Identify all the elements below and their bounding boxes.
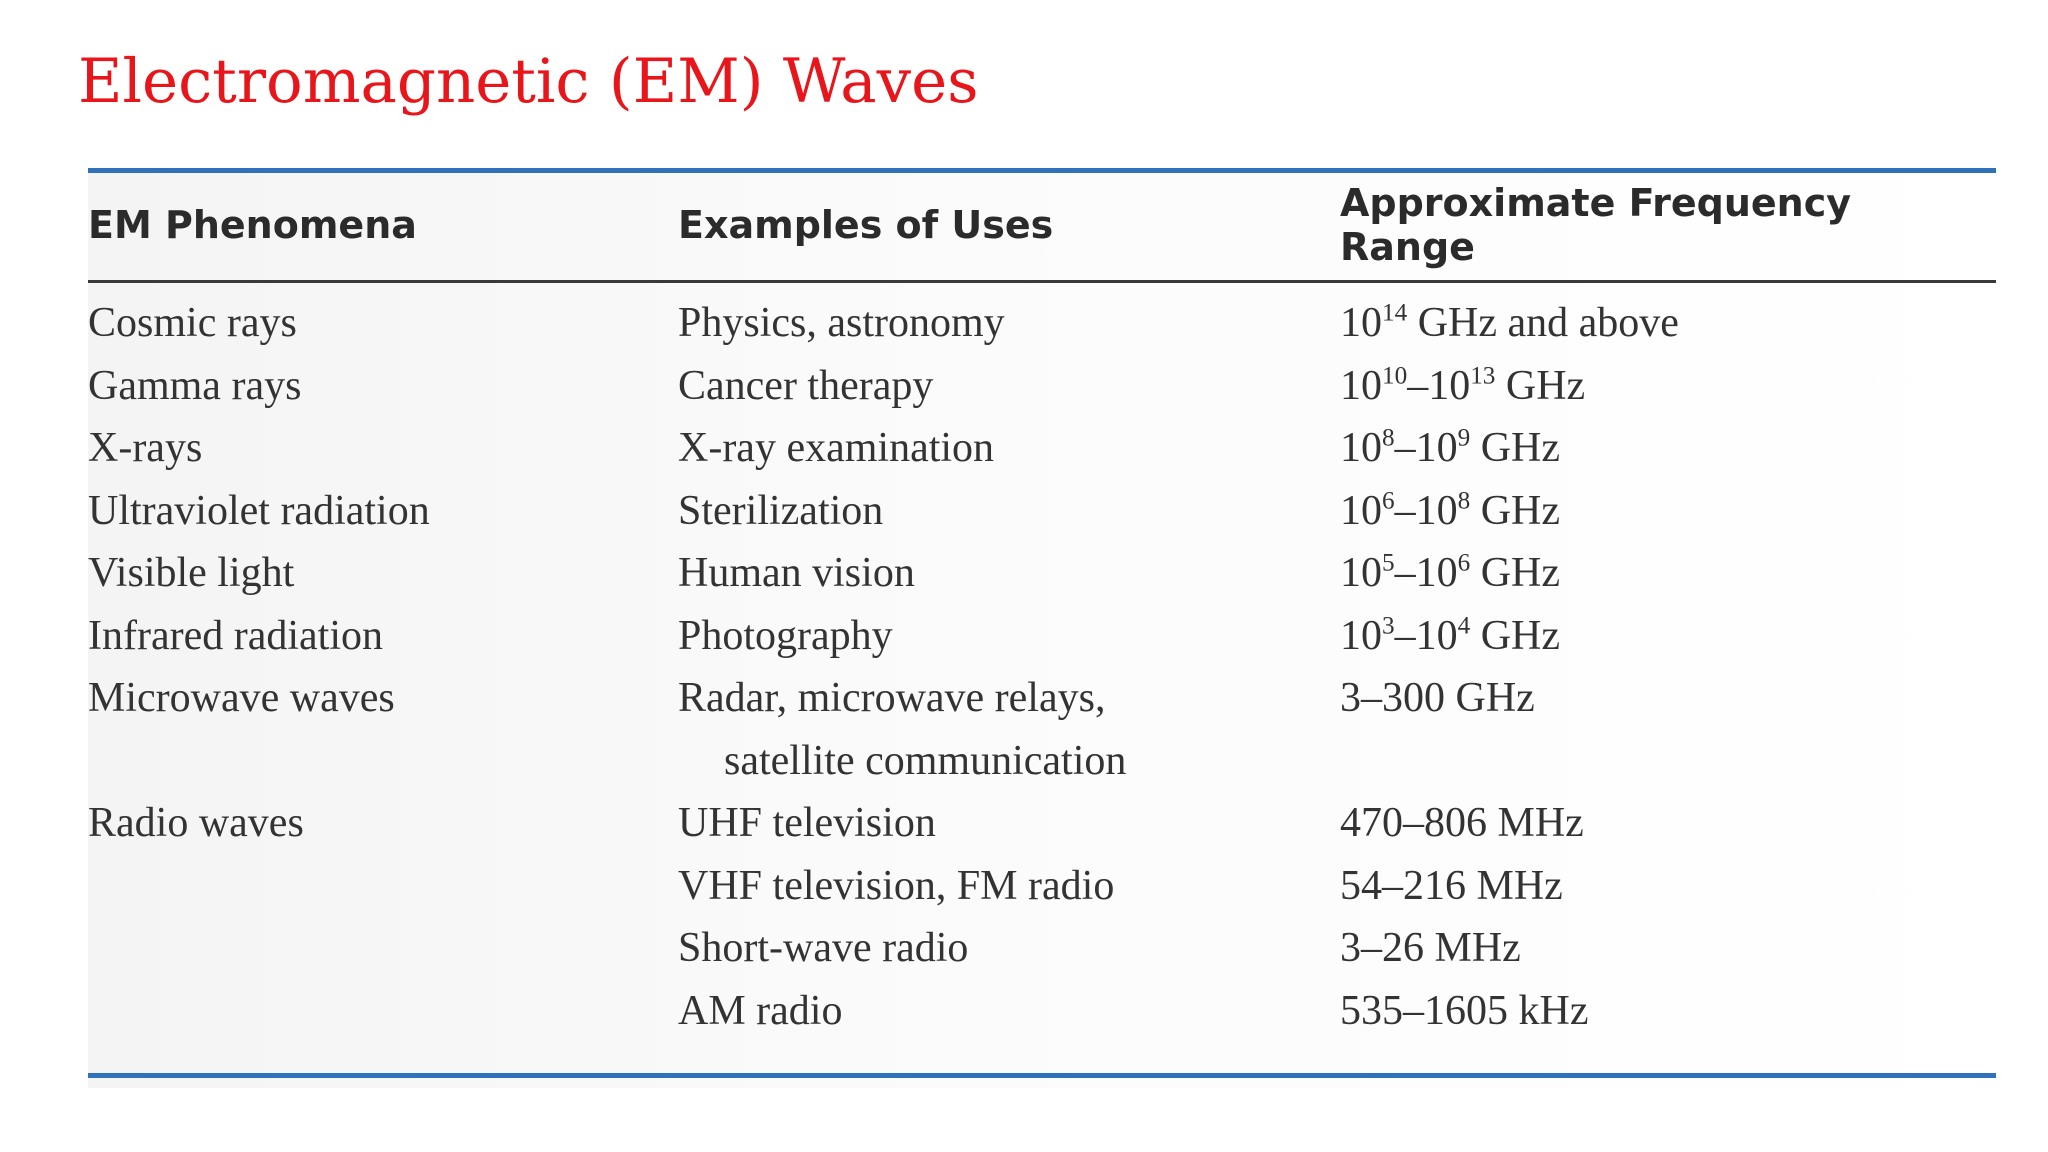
use-cell: satellite communication: [724, 737, 1127, 784]
frequency-base: 3–26 MHz: [1340, 925, 1521, 972]
frequency-exponent: 6: [1457, 549, 1471, 577]
frequency-cell: 1010–1013 GHz: [1340, 355, 1996, 418]
phenomenon-cell: Cosmic rays: [88, 300, 297, 347]
column-header-uses: Examples of Uses: [678, 203, 1054, 247]
phenomenon-cell: Ultraviolet radiation: [88, 487, 430, 534]
use-cell: X-ray examination: [678, 425, 995, 472]
frequency-base: 10: [1340, 550, 1382, 597]
use-cell: Radar, microwave relays,: [678, 675, 1106, 722]
frequency-exponent: 4: [1457, 612, 1471, 640]
frequency-exponent: 5: [1382, 549, 1395, 577]
frequency-cell: 1014 GHz and above: [1340, 282, 1996, 355]
table-header-row: EM Phenomena Examples of Uses Approximat…: [88, 168, 1996, 282]
frequency-separator: –: [1394, 550, 1416, 597]
frequency-separator: –: [1394, 487, 1416, 534]
table-bottom-rule: [88, 1073, 1996, 1078]
phenomenon-cell: Microwave waves: [88, 675, 395, 722]
frequency-cell: 470–806 MHz: [1340, 792, 1996, 855]
frequency-cell: 103–104 GHz: [1340, 605, 1996, 668]
frequency-cell: 535–1605 kHz: [1340, 980, 1996, 1043]
frequency-cell: [1340, 730, 1996, 793]
frequency-cell: 3–300 GHz: [1340, 667, 1996, 730]
frequency-unit: GHz: [1470, 487, 1560, 534]
frequency-exponent: 9: [1457, 424, 1471, 452]
frequency-separator: –: [1394, 612, 1416, 659]
frequency-exponent: 10: [1382, 362, 1408, 390]
frequency-base: 10: [1340, 425, 1382, 472]
table-header-rule: [88, 280, 1996, 283]
frequency-base: 470–806 MHz: [1340, 800, 1584, 847]
frequency-separator: –: [1394, 425, 1416, 472]
frequency-cell: 3–26 MHz: [1340, 917, 1996, 980]
frequency-unit: GHz: [1470, 612, 1560, 659]
frequency-base: 535–1605 kHz: [1340, 987, 1589, 1034]
frequency-unit: GHz: [1470, 550, 1560, 597]
frequency-base: 10: [1340, 612, 1382, 659]
use-cell: VHF television, FM radio: [678, 862, 1115, 909]
table-top-rule: [88, 168, 1996, 173]
frequency-base: 10: [1415, 550, 1458, 597]
phenomenon-cell: Gamma rays: [88, 362, 302, 409]
frequency-base: 10: [1415, 425, 1458, 472]
frequency-base: 10: [1340, 487, 1382, 534]
table-row: Ultraviolet radiation Sterilization 106–10…: [88, 480, 1996, 543]
phenomenon-cell: Infrared radiation: [88, 612, 384, 659]
frequency-unit: GHz and above: [1407, 300, 1679, 347]
table-row: VHF television, FM radio 54–216 MHz: [88, 855, 1996, 918]
frequency-base: 10: [1340, 300, 1382, 347]
phenomenon-cell: Visible light: [88, 550, 295, 597]
column-header-phenomena: EM Phenomena: [88, 203, 417, 247]
frequency-exponent: 8: [1382, 424, 1395, 452]
table-row: Short-wave radio 3–26 MHz: [88, 917, 1996, 980]
em-waves-table: EM Phenomena Examples of Uses Approximat…: [88, 168, 1996, 1042]
phenomenon-cell: [88, 730, 678, 793]
phenomenon-cell: [88, 917, 678, 980]
em-waves-table-block: EM Phenomena Examples of Uses Approximat…: [88, 168, 1996, 1088]
table-row: X-rays X-ray examination 108–109 GHz: [88, 417, 1996, 480]
use-cell: Short-wave radio: [678, 925, 969, 972]
frequency-exponent: 14: [1382, 299, 1408, 327]
phenomenon-cell: X-rays: [88, 425, 203, 472]
use-cell: Human vision: [678, 550, 915, 597]
frequency-base: 10: [1415, 612, 1458, 659]
use-cell: Sterilization: [678, 487, 884, 534]
use-cell: AM radio: [678, 987, 843, 1034]
frequency-base: 10: [1428, 362, 1471, 409]
frequency-base: 54–216 MHz: [1340, 862, 1563, 909]
frequency-cell: 54–216 MHz: [1340, 855, 1996, 918]
table-row: satellite communication: [88, 730, 1996, 793]
table-row: Gamma rays Cancer therapy 1010–1013 GHz: [88, 355, 1996, 418]
frequency-exponent: 6: [1382, 487, 1395, 515]
phenomenon-cell: [88, 855, 678, 918]
frequency-exponent: 8: [1457, 487, 1471, 515]
use-cell: UHF television: [678, 800, 936, 847]
use-cell: Cancer therapy: [678, 362, 934, 409]
frequency-unit: GHz: [1470, 425, 1560, 472]
frequency-base: 3–300 GHz: [1340, 675, 1535, 722]
frequency-base: 10: [1340, 362, 1382, 409]
table-row: Radio waves UHF television 470–806 MHz: [88, 792, 1996, 855]
phenomenon-cell: [88, 980, 678, 1043]
use-cell: Photography: [678, 612, 893, 659]
table-row: Cosmic rays Physics, astronomy 1014 GHz an…: [88, 282, 1996, 355]
table-row: AM radio 535–1605 kHz: [88, 980, 1996, 1043]
page-title: Electromagnetic (EM) Waves: [78, 46, 979, 117]
table-row: Infrared radiation Photography 103–104 GHz: [88, 605, 1996, 668]
column-header-frequency: Approximate Frequency Range: [1340, 181, 1852, 269]
frequency-base: 10: [1415, 487, 1458, 534]
use-cell: Physics, astronomy: [678, 300, 1005, 347]
frequency-unit: GHz: [1495, 362, 1586, 409]
frequency-exponent: 13: [1470, 362, 1496, 390]
table-row: Microwave waves Radar, microwave relays, 3…: [88, 667, 1996, 730]
table-row: Visible light Human vision 105–106 GHz: [88, 542, 1996, 605]
phenomenon-cell: Radio waves: [88, 800, 304, 847]
frequency-cell: 105–106 GHz: [1340, 542, 1996, 605]
frequency-separator: –: [1407, 362, 1429, 409]
frequency-exponent: 3: [1382, 612, 1395, 640]
frequency-cell: 106–108 GHz: [1340, 480, 1996, 543]
frequency-cell: 108–109 GHz: [1340, 417, 1996, 480]
